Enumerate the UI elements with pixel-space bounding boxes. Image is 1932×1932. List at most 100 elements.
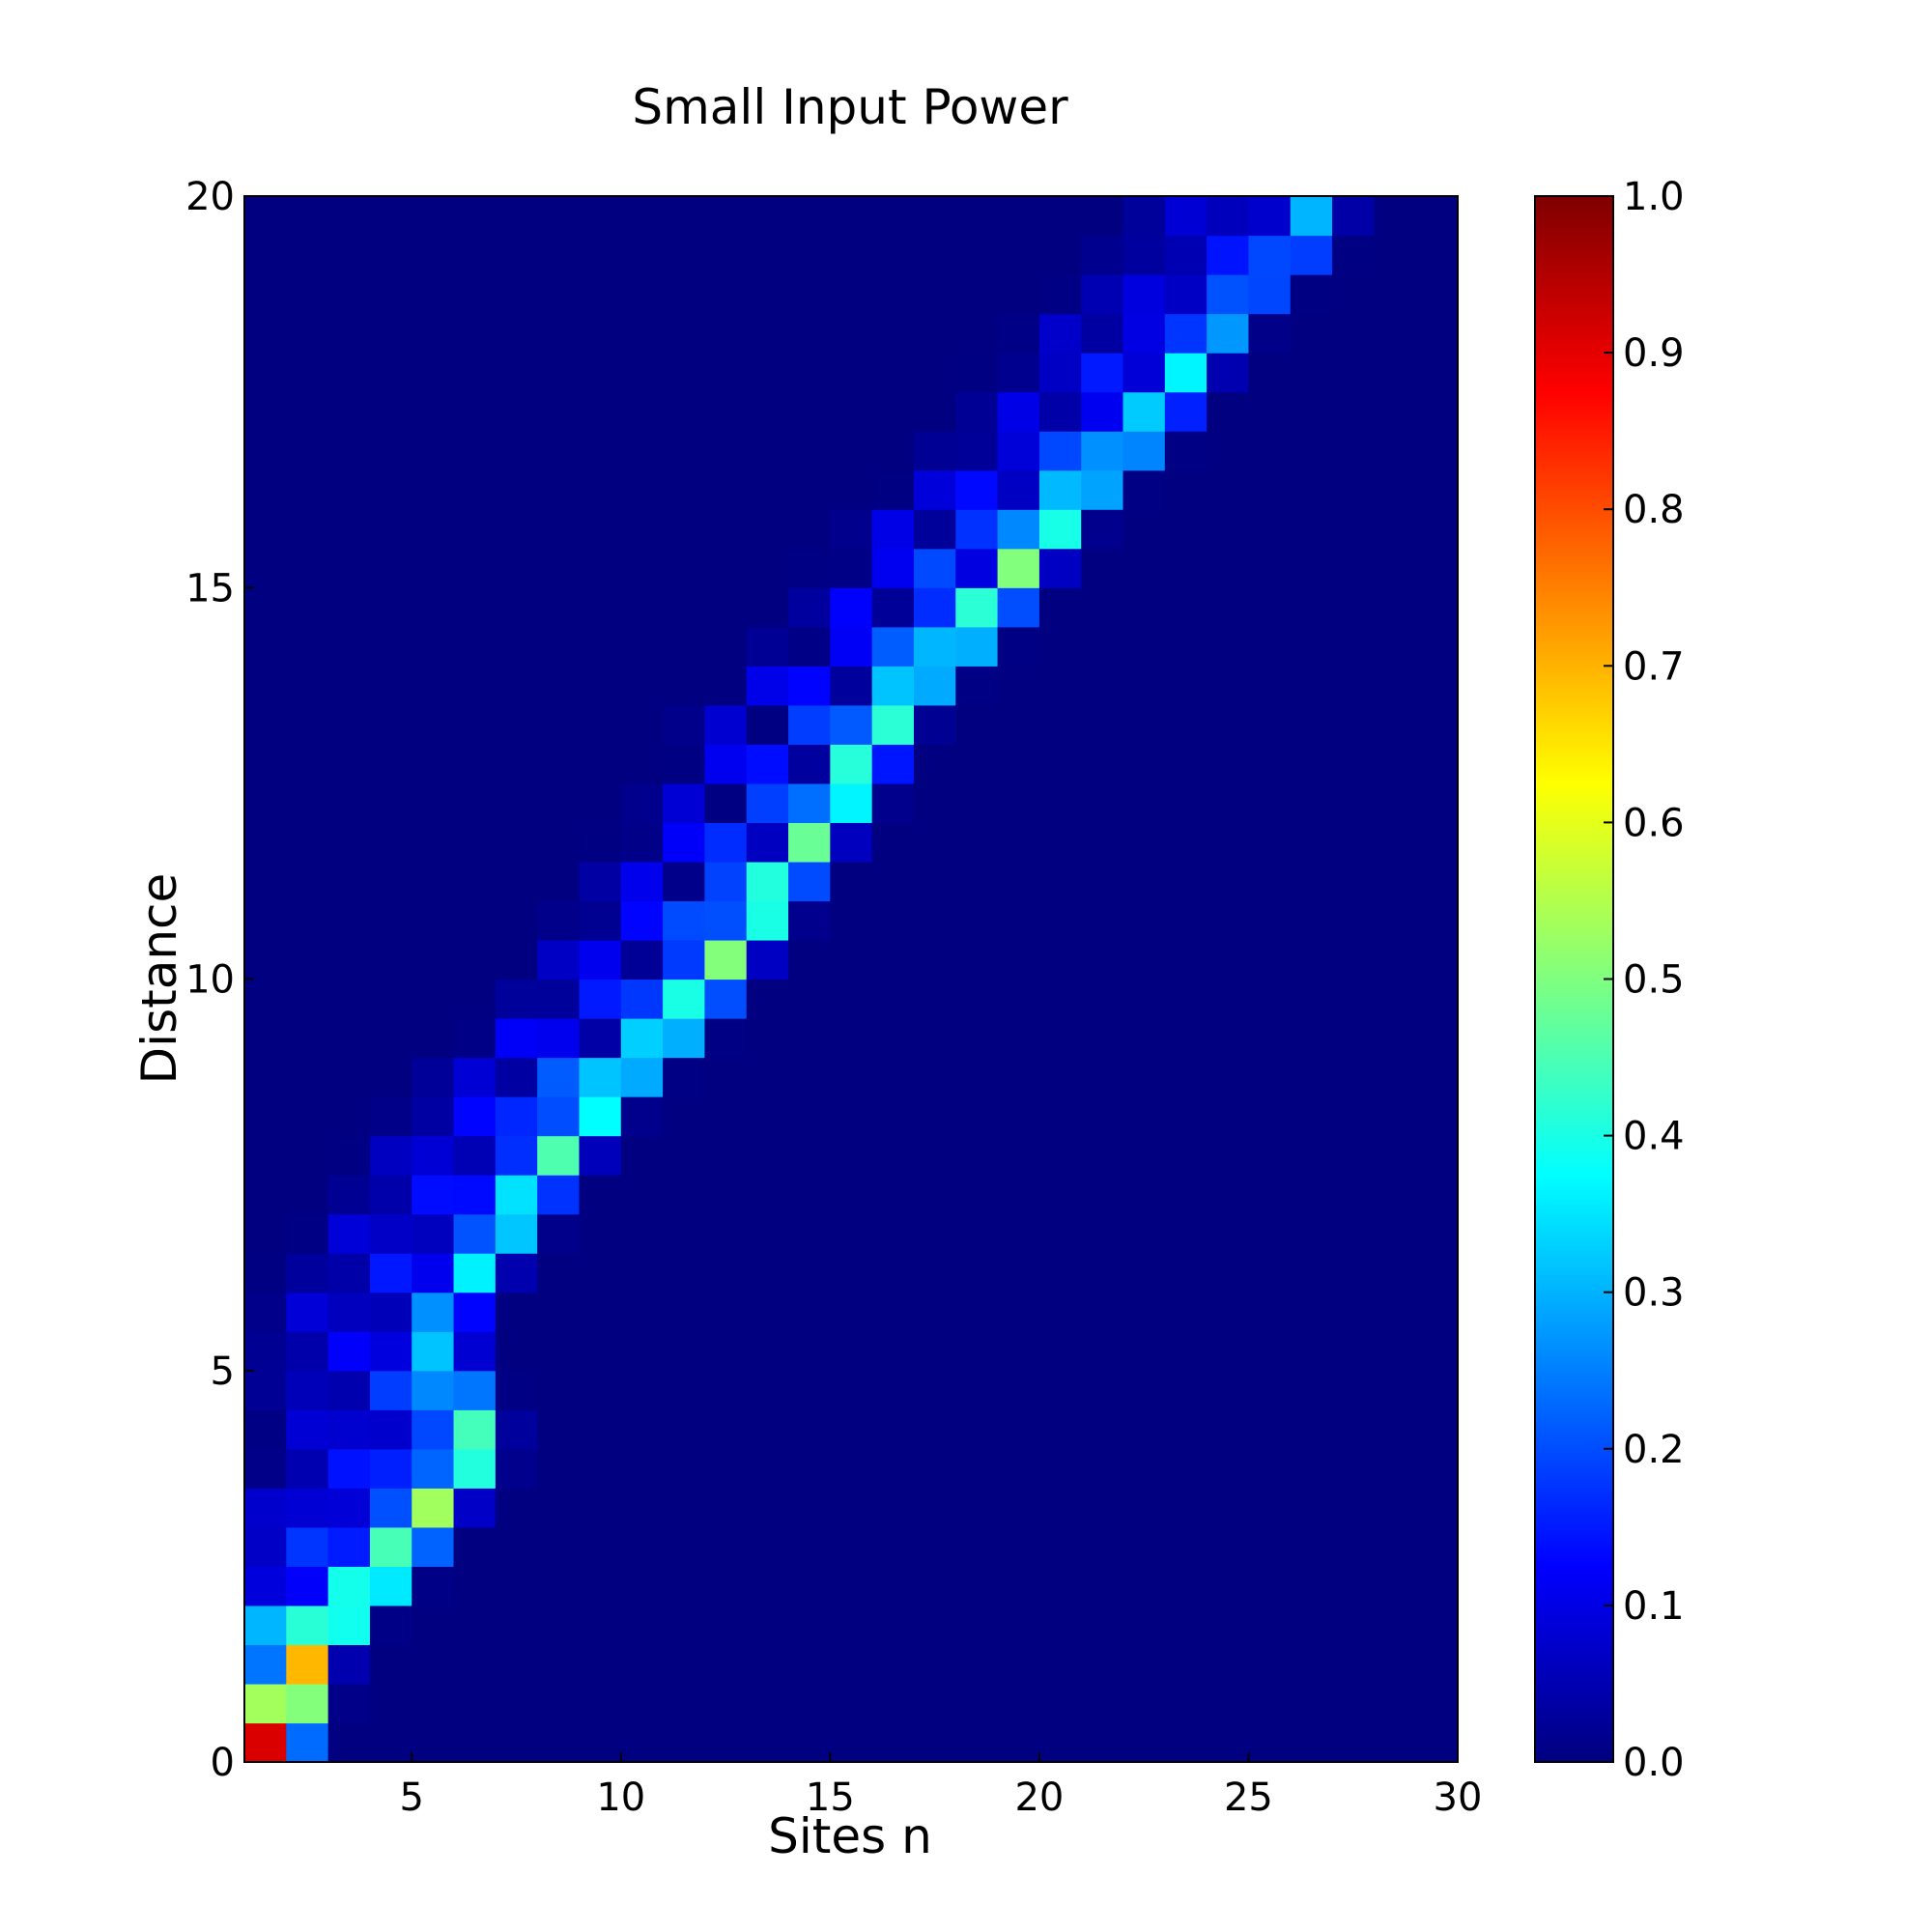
heatmap-cell <box>412 1722 455 1763</box>
heatmap-cell <box>286 626 329 667</box>
heatmap-cell <box>286 1253 329 1293</box>
heatmap-cell <box>704 704 748 745</box>
heatmap-cell <box>495 391 538 432</box>
heatmap-cell <box>327 626 371 667</box>
heatmap-cell <box>537 274 581 315</box>
heatmap-cell <box>663 353 706 393</box>
heatmap-cell <box>286 1722 329 1763</box>
heatmap-cell <box>1415 1409 1459 1450</box>
heatmap-cell <box>1332 1096 1375 1137</box>
heatmap-cell <box>663 1331 706 1372</box>
heatmap-cell <box>495 822 538 863</box>
heatmap-cell <box>704 861 748 902</box>
heatmap-cell <box>1290 666 1333 706</box>
heatmap-cell <box>1374 1526 1417 1567</box>
heatmap-cell <box>1415 1644 1459 1685</box>
heatmap-cell <box>1415 1213 1459 1254</box>
heatmap-cell <box>412 744 455 784</box>
heatmap-cell <box>955 469 999 510</box>
heatmap-cell <box>1374 782 1417 824</box>
heatmap-cell <box>788 979 831 1019</box>
heatmap-cell <box>913 274 956 315</box>
heatmap-cell <box>1248 1566 1292 1606</box>
heatmap-cell <box>704 391 748 432</box>
heatmap-cell <box>871 1253 915 1293</box>
heatmap-cell <box>955 1135 999 1176</box>
heatmap-cell <box>788 274 831 315</box>
heatmap-cell <box>1207 744 1250 784</box>
heatmap-cell <box>579 1018 622 1059</box>
heatmap-cell <box>704 1448 748 1489</box>
heatmap-cell <box>746 1683 789 1724</box>
heatmap-cell <box>955 1722 999 1763</box>
heatmap-cell <box>1290 900 1333 941</box>
heatmap-cell <box>1415 861 1459 902</box>
heatmap-cell <box>1081 431 1124 471</box>
heatmap-cell <box>1374 979 1417 1019</box>
heatmap-cell <box>286 939 329 980</box>
heatmap-cell <box>1164 782 1208 824</box>
heatmap-cell <box>830 431 873 471</box>
heatmap-cell <box>620 1018 664 1059</box>
heatmap-cell <box>788 861 831 902</box>
heatmap-cell <box>495 1409 538 1450</box>
heatmap-cell <box>1038 1722 1082 1763</box>
heatmap-cell <box>1290 782 1333 824</box>
heatmap-cell <box>1415 431 1459 471</box>
heatmap-cell <box>1332 666 1375 706</box>
heatmap-cell <box>663 1135 706 1176</box>
heatmap-cell <box>286 313 329 354</box>
heatmap-cell <box>1290 1370 1333 1410</box>
heatmap-cell <box>1290 1331 1333 1372</box>
heatmap-cell <box>453 391 497 432</box>
heatmap-cell <box>997 1722 1040 1763</box>
heatmap-cell <box>663 1644 706 1685</box>
heatmap-cell <box>369 1526 412 1567</box>
heatmap-cell <box>955 1644 999 1685</box>
heatmap-cell <box>1081 1213 1124 1254</box>
heatmap-cell <box>412 1526 455 1567</box>
heatmap-cell <box>1207 1526 1250 1567</box>
heatmap-cell <box>495 861 538 902</box>
heatmap-cell <box>244 313 287 354</box>
heatmap-cell <box>579 704 622 745</box>
heatmap-cell <box>537 1448 581 1489</box>
heatmap-cell <box>746 1605 789 1646</box>
heatmap-cell <box>495 431 538 471</box>
heatmap-cell <box>1332 391 1375 432</box>
heatmap-cell <box>1415 1292 1459 1332</box>
heatmap-cell <box>1332 1488 1375 1528</box>
heatmap-cell <box>1038 1018 1082 1059</box>
heatmap-cell <box>579 900 622 941</box>
heatmap-cell <box>1290 548 1333 588</box>
heatmap-cell <box>1038 1331 1082 1372</box>
heatmap-cell <box>1164 1057 1208 1097</box>
heatmap-cell <box>1122 939 1166 980</box>
heatmap-cell <box>788 1526 831 1567</box>
heatmap-cell <box>579 1448 622 1489</box>
heatmap-cell <box>1164 1448 1208 1489</box>
heatmap-cell <box>453 626 497 667</box>
heatmap-cell <box>453 861 497 902</box>
heatmap-cell <box>1332 1370 1375 1410</box>
heatmap-cell <box>579 196 622 237</box>
heatmap-cell <box>453 1018 497 1059</box>
heatmap-cell <box>830 979 873 1019</box>
heatmap-cell <box>704 1722 748 1763</box>
heatmap-cell <box>620 900 664 941</box>
heatmap-cell <box>1332 939 1375 980</box>
heatmap-cell <box>327 1644 371 1685</box>
colorbar-tick-label: 0.6 <box>1623 801 1685 845</box>
heatmap-cell <box>913 979 956 1019</box>
heatmap-cell <box>871 704 915 745</box>
heatmap-cell <box>913 1526 956 1567</box>
heatmap-cell <box>495 548 538 588</box>
heatmap-cell <box>913 939 956 980</box>
heatmap-cell <box>453 900 497 941</box>
heatmap-cell <box>1207 469 1250 510</box>
heatmap-cell <box>1207 509 1250 550</box>
y-tick-label: 10 <box>185 958 235 1003</box>
heatmap-cell <box>537 1683 581 1724</box>
heatmap-cell <box>788 196 831 237</box>
heatmap-cell <box>704 666 748 706</box>
